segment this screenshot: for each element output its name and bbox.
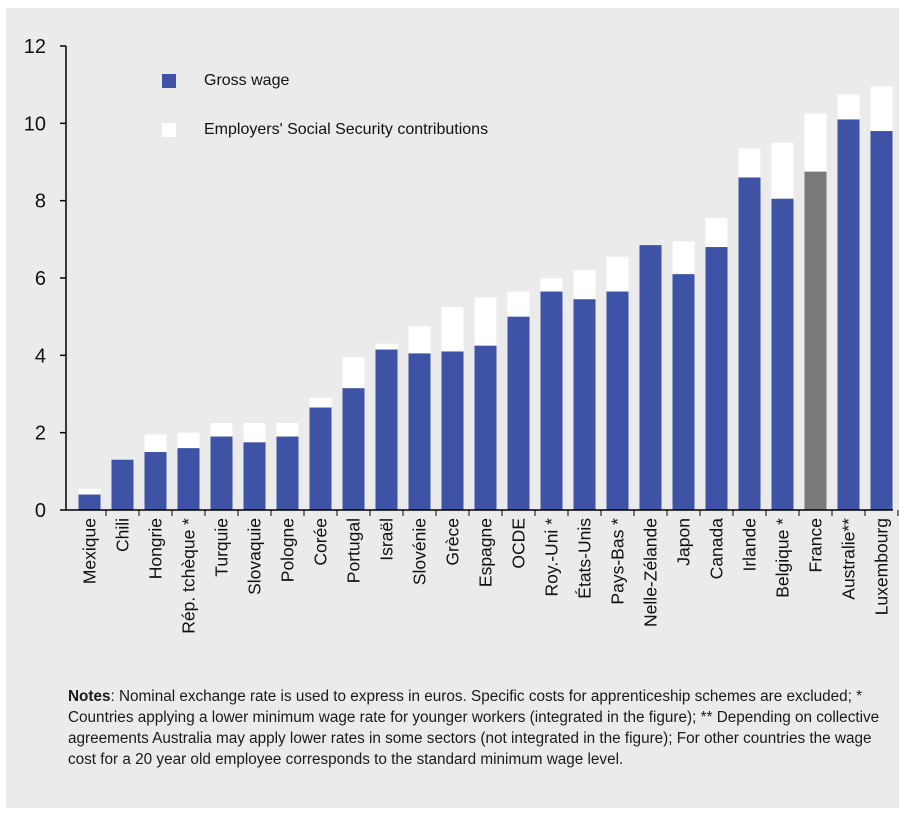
x-tick-label: Canada: [707, 518, 727, 580]
bar-segment-gross-wage: [837, 119, 860, 510]
bar-segment-gross-wage: [309, 407, 332, 510]
bar-segment-contributions: [375, 343, 398, 350]
bar-segment-contributions: [738, 148, 761, 178]
bar-segment-contributions: [837, 94, 860, 120]
bar-segment-gross-wage: [507, 316, 530, 510]
y-tick-label: 2: [35, 423, 46, 445]
x-tick-label: Belgique *: [773, 518, 793, 598]
x-tick-label: OCDE: [509, 518, 529, 569]
bar-segment-contributions: [606, 256, 629, 292]
x-tick-label: Mexique: [80, 518, 100, 584]
x-tick-label: Japon: [674, 518, 694, 566]
legend-label: Employers' Social Security contributions: [204, 121, 488, 138]
bar-segment-gross-wage: [540, 291, 563, 510]
bar-segment-gross-wage: [606, 291, 629, 510]
bar-segment-contributions: [78, 488, 101, 495]
chart-panel: 0 2 4 6 8 10 12 Mexique Chili Hongrie Rép. tchèqu…: [6, 8, 899, 808]
x-tick-label: Israël: [377, 518, 397, 561]
bar-segment-contributions: [870, 86, 893, 132]
x-tick-label: Pays-Bas *: [608, 518, 628, 605]
x-tick-label: France: [806, 518, 826, 572]
x-tick-label: Portugal: [344, 518, 364, 583]
bar-segment-gross-wage: [705, 247, 728, 511]
bar-segment-gross-wage: [639, 245, 662, 510]
bar-segment-gross-wage: [408, 353, 431, 510]
bar-segment-gross-wage: [78, 494, 101, 510]
bar-segment-contributions: [342, 357, 365, 389]
bar-segment-contributions: [771, 142, 794, 199]
y-tick-label: 10: [24, 113, 46, 135]
legend: Gross wage Employers' Social Security con…: [162, 72, 488, 138]
bar-segment-contributions: [573, 270, 596, 300]
bar-segment-contributions: [210, 423, 233, 437]
bar-chart: 0 2 4 6 8 10 12 Mexique Chili Hongrie Rép. tchèqu…: [24, 36, 899, 634]
x-tick-label: Luxembourg: [872, 518, 892, 615]
x-tick-label: Roy.-Uni *: [542, 518, 562, 597]
notes-label: Notes: [68, 688, 111, 705]
bar-segment-contributions: [672, 241, 695, 275]
bar-segment-gross-wage: [243, 442, 266, 510]
bar-segment-contributions: [705, 218, 728, 248]
legend-label: Gross wage: [204, 72, 289, 89]
bar-segment-gross-wage: [375, 349, 398, 510]
bar-segment-gross-wage: [276, 436, 299, 510]
y-axis: 0 2 4 6 8 10 12: [24, 36, 67, 522]
bar-segment-contributions: [144, 434, 167, 452]
bar-segment-gross-wage: [342, 388, 365, 510]
notes: Notes: Nominal exchange rate is used to …: [68, 686, 898, 770]
bar-segment-gross-wage: [573, 299, 596, 510]
x-axis: Mexique Chili Hongrie Rép. tchèque * Turquie…: [66, 509, 899, 634]
bar-segment-gross-wage: [771, 198, 794, 510]
bar-segment-gross-wage: [111, 459, 134, 510]
legend-swatch: [162, 123, 176, 137]
bar-segment-contributions: [408, 326, 431, 354]
bar-segment-contributions: [276, 423, 299, 437]
bar-segment-contributions: [507, 291, 530, 317]
x-tick-label: Corée: [311, 518, 331, 566]
x-tick-label: États-Unis: [575, 518, 595, 599]
bar-segment-gross-wage: [804, 171, 827, 510]
legend-swatch: [162, 74, 176, 88]
x-tick-label: Turquie: [212, 518, 232, 577]
y-tick-label: 4: [35, 345, 46, 367]
x-tick-label: Australie**: [839, 518, 859, 600]
bar-segment-gross-wage: [870, 131, 893, 511]
x-tick-label: Grèce: [443, 518, 463, 566]
bar-segment-contributions: [441, 307, 464, 352]
x-tick-label: Chili: [113, 518, 133, 552]
y-tick-label: 8: [35, 191, 46, 213]
bar-segment-gross-wage: [738, 177, 761, 510]
y-tick-label: 6: [35, 268, 46, 290]
bar-segment-gross-wage: [144, 452, 167, 510]
bar-segment-gross-wage: [177, 448, 200, 510]
y-tick-label: 12: [24, 36, 46, 58]
x-tick-label: Slovaquie: [245, 518, 265, 595]
x-tick-label: Nelle-Zélande: [641, 518, 661, 627]
bar-segment-contributions: [309, 397, 332, 408]
bar-segment-gross-wage: [474, 345, 497, 510]
x-tick-label: Rép. tchèque *: [179, 518, 199, 634]
x-tick-label: Irlande: [740, 518, 760, 572]
x-tick-label: Hongrie: [146, 518, 166, 579]
notes-text: : Nominal exchange rate is used to expre…: [68, 688, 880, 768]
bar-segment-contributions: [804, 113, 827, 172]
bar-segment-contributions: [540, 278, 563, 292]
bar-segment-contributions: [243, 423, 266, 443]
bar-segment-contributions: [474, 297, 497, 346]
bars: [78, 86, 893, 511]
bar-segment-gross-wage: [441, 351, 464, 510]
bar-segment-gross-wage: [672, 274, 695, 510]
bar-segment-gross-wage: [210, 436, 233, 510]
bar-segment-contributions: [177, 432, 200, 449]
x-tick-label: Slovénie: [410, 518, 430, 585]
x-tick-label: Espagne: [476, 518, 496, 587]
y-tick-label: 0: [35, 500, 46, 522]
x-tick-label: Pologne: [278, 518, 298, 582]
